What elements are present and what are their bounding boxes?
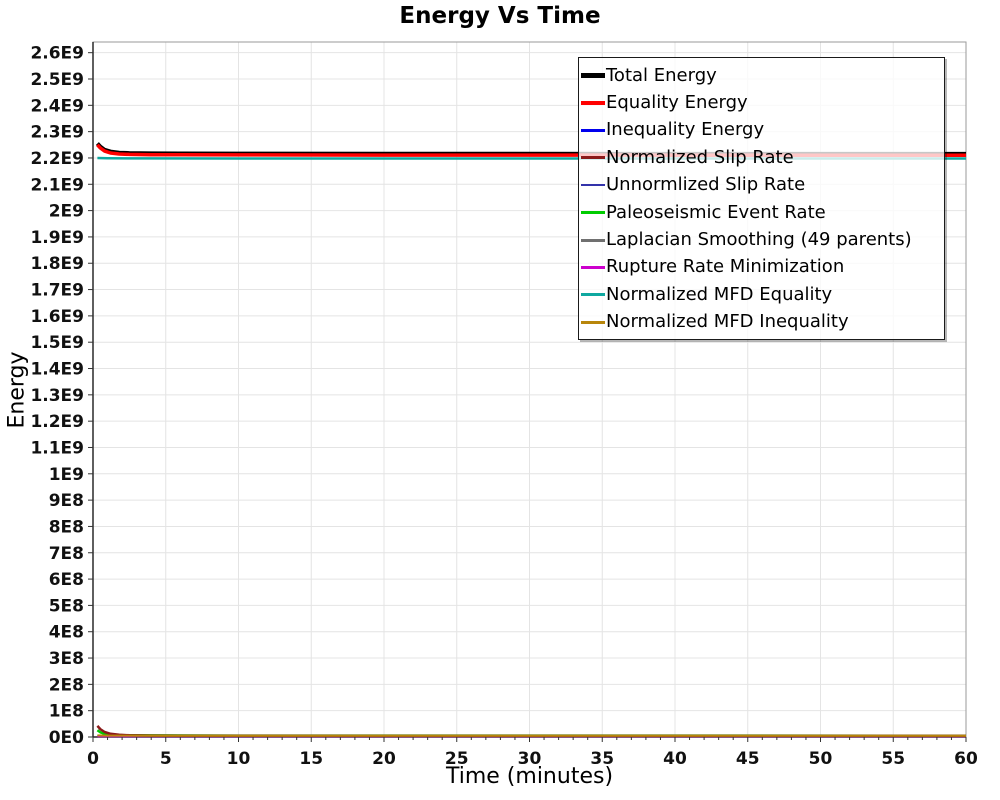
- legend-item-paleoseismic-event-rate: Paleoseismic Event Rate: [581, 199, 944, 226]
- y-tick-label: 0E0: [49, 728, 84, 748]
- y-tick-label: 2.1E9: [30, 175, 84, 195]
- legend-swatch-unnormlized-slip-rate: [581, 184, 605, 187]
- x-tick-label: 55: [881, 749, 905, 769]
- data-series: [95, 142, 967, 738]
- legend-label: Laplacian Smoothing (49 parents): [606, 229, 912, 251]
- y-tick-label: 8E8: [49, 517, 84, 537]
- x-tick-label: 20: [372, 749, 396, 769]
- y-tick-label: 1E9: [49, 465, 84, 485]
- legend-label: Normalized MFD Equality: [606, 283, 833, 305]
- y-tick-label: 1.3E9: [30, 386, 84, 406]
- x-tick-label: 25: [445, 749, 469, 769]
- x-tick-label: 40: [663, 749, 687, 769]
- x-tick-label: 35: [590, 749, 614, 769]
- series-line-normalized-mfd-equality: [97, 156, 966, 160]
- x-axis-title: Time (minutes): [445, 764, 614, 789]
- y-tick-label: 1.4E9: [30, 360, 84, 380]
- legend-label: Unnormlized Slip Rate: [606, 174, 806, 196]
- y-tick-label: 2.5E9: [30, 70, 84, 90]
- legend-swatch-laplacian-smoothing: [581, 238, 605, 242]
- y-tick-label: 5E8: [49, 596, 84, 616]
- series-line-equality-energy: [96, 143, 966, 157]
- legend-item-normalized-mfd-inequality: Normalized MFD Inequality: [581, 309, 944, 336]
- x-tick-label: 15: [299, 749, 323, 769]
- legend-swatch-rupture-rate-minimization: [581, 265, 605, 269]
- y-tick-label: 1.8E9: [30, 254, 84, 274]
- legend-item-laplacian-smoothing: Laplacian Smoothing (49 parents): [581, 226, 944, 253]
- legend-swatch-paleoseismic-event-rate: [581, 211, 605, 215]
- legend-item-normalized-mfd-equality: Normalized MFD Equality: [581, 281, 944, 308]
- y-tick-label: 1.9E9: [30, 228, 84, 248]
- legend-item-rupture-rate-minimization: Rupture Rate Minimization: [581, 254, 944, 281]
- y-tick-label: 4E8: [49, 623, 84, 643]
- y-tick-label: 1E8: [49, 702, 84, 722]
- x-tick-label: 50: [809, 749, 833, 769]
- y-tick-label: 1.7E9: [30, 281, 84, 301]
- x-tick-label: 10: [227, 749, 251, 769]
- legend-label: Equality Energy: [606, 92, 748, 114]
- legend: Total Energy Equality Energy Inequality En…: [578, 57, 945, 340]
- y-tick-label: 2.4E9: [30, 96, 84, 116]
- x-tick-label: 60: [954, 749, 978, 769]
- y-tick-label: 2.6E9: [30, 44, 84, 64]
- y-tick-label: 1.5E9: [30, 333, 84, 353]
- legend-item-inequality-energy: Inequality Energy: [581, 117, 944, 144]
- y-tick-label: 1.2E9: [30, 412, 84, 432]
- chart-title: Energy Vs Time: [399, 3, 601, 29]
- y-tick-label: 3E8: [49, 649, 84, 669]
- x-tick-label: 30: [518, 749, 542, 769]
- axis-ticks: [88, 52, 967, 742]
- x-tick-label: 0: [87, 749, 99, 769]
- legend-label: Total Energy: [606, 64, 717, 86]
- legend-swatch-normalized-mfd-inequality: [581, 320, 605, 324]
- y-tick-label: 1.6E9: [30, 307, 84, 327]
- legend-label: Normalized Slip Rate: [606, 146, 794, 168]
- legend-item-total-energy: Total Energy: [581, 62, 944, 89]
- legend-swatch-inequality-energy: [581, 128, 605, 132]
- legend-swatch-normalized-slip-rate: [581, 156, 605, 160]
- x-tick-label: 5: [160, 749, 172, 769]
- y-tick-label: 1.1E9: [30, 438, 84, 458]
- y-tick-label: 2E9: [49, 202, 84, 222]
- y-tick-label: 6E8: [49, 570, 84, 590]
- y-tick-label: 2E8: [49, 675, 84, 695]
- y-tick-label: 9E8: [49, 491, 84, 511]
- legend-swatch-normalized-mfd-equality: [581, 293, 605, 297]
- legend-label: Inequality Energy: [606, 119, 765, 141]
- legend-swatch-equality-energy: [581, 101, 605, 106]
- y-tick-label: 2.2E9: [30, 149, 84, 169]
- y-tick-label: 2.3E9: [30, 123, 84, 143]
- legend-label: Normalized MFD Inequality: [606, 311, 849, 333]
- y-tick-label: 7E8: [49, 544, 84, 564]
- y-axis-title: Energy: [4, 351, 30, 429]
- legend-swatch-total-energy: [581, 73, 605, 79]
- legend-item-normalized-slip-rate: Normalized Slip Rate: [581, 144, 944, 171]
- legend-item-equality-energy: Equality Energy: [581, 89, 944, 116]
- tick-labels: 0 5 10 15 20 25 30 35 40 45 50 55 60 0E0 1E8 2E8 3E8 4E8 5…: [30, 44, 978, 769]
- legend-label: Rupture Rate Minimization: [606, 256, 845, 278]
- x-tick-label: 45: [736, 749, 760, 769]
- legend-item-unnormlized-slip-rate: Unnormlized Slip Rate: [581, 172, 944, 199]
- legend-label: Paleoseismic Event Rate: [606, 201, 826, 223]
